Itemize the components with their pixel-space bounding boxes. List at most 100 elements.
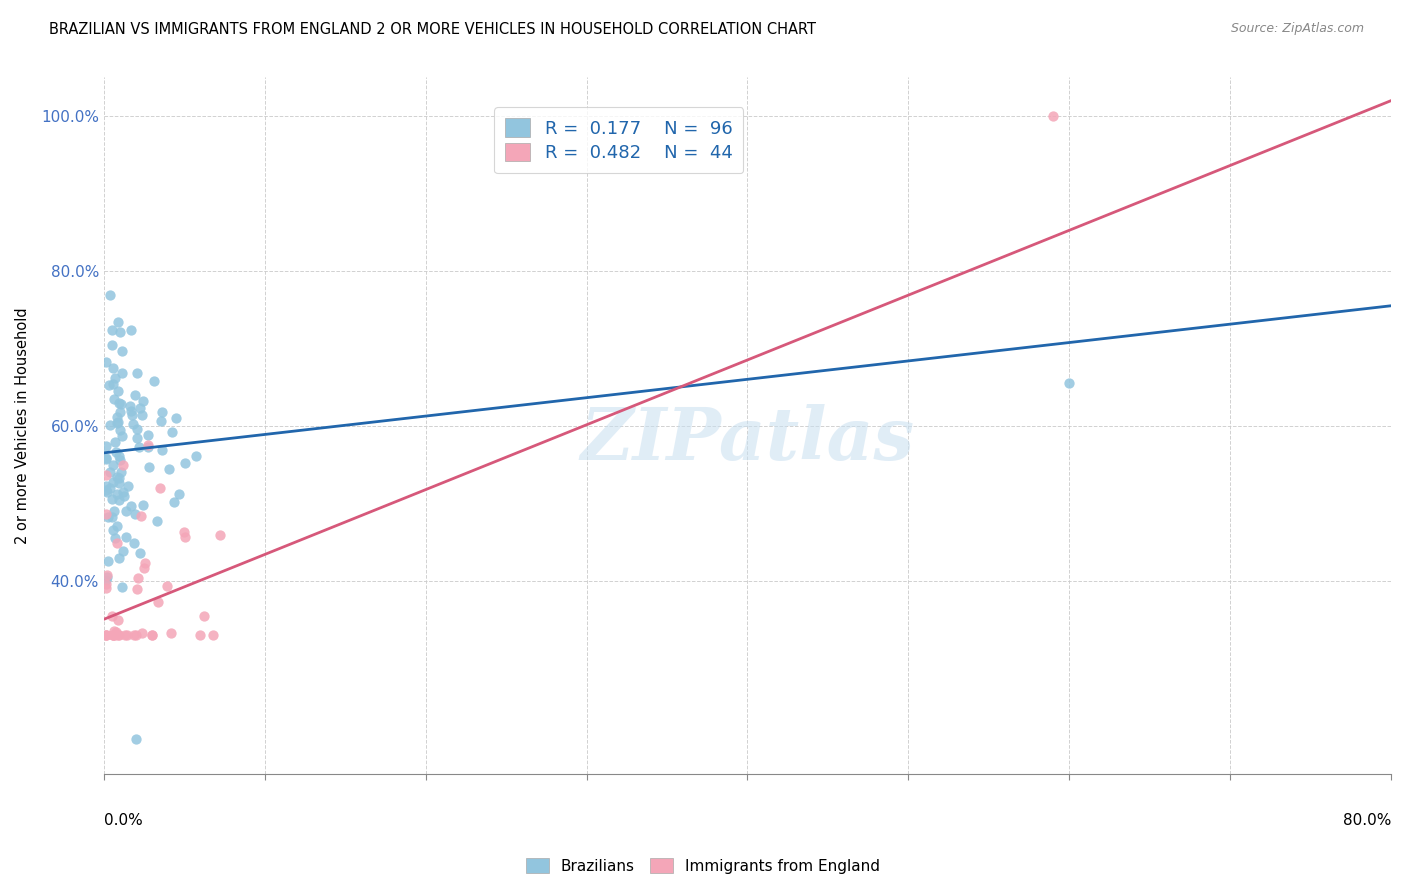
Point bbox=[96, 439, 118, 453]
Point bbox=[107, 315, 129, 329]
Point bbox=[122, 628, 145, 642]
Point bbox=[104, 445, 127, 459]
Point bbox=[124, 507, 146, 521]
Point bbox=[208, 527, 231, 541]
Point bbox=[111, 484, 134, 499]
Point bbox=[165, 411, 187, 425]
Point bbox=[96, 567, 118, 582]
Point bbox=[105, 416, 128, 430]
Point bbox=[118, 399, 141, 413]
Y-axis label: 2 or more Vehicles in Household: 2 or more Vehicles in Household bbox=[15, 308, 30, 544]
Point bbox=[94, 468, 117, 483]
Point bbox=[108, 453, 131, 467]
Point bbox=[94, 483, 117, 497]
Point bbox=[107, 415, 129, 429]
Point bbox=[101, 628, 124, 642]
Point bbox=[184, 449, 207, 463]
Point bbox=[96, 554, 118, 568]
Text: 80.0%: 80.0% bbox=[1343, 813, 1391, 828]
Point bbox=[173, 530, 195, 544]
Point bbox=[150, 405, 173, 419]
Point bbox=[108, 395, 131, 409]
Point bbox=[136, 428, 159, 442]
Point bbox=[94, 576, 117, 591]
Point bbox=[107, 628, 129, 642]
Point bbox=[97, 510, 120, 524]
Text: 0.0%: 0.0% bbox=[104, 813, 143, 828]
Point bbox=[107, 384, 129, 398]
Point bbox=[132, 394, 155, 409]
Point bbox=[167, 487, 190, 501]
Point bbox=[111, 580, 134, 594]
Point bbox=[101, 628, 124, 642]
Point bbox=[94, 574, 117, 588]
Point bbox=[100, 481, 122, 495]
Point bbox=[127, 570, 149, 584]
Point bbox=[173, 524, 195, 539]
Point bbox=[104, 628, 127, 642]
Point bbox=[1042, 109, 1064, 123]
Point bbox=[108, 492, 131, 507]
Point bbox=[112, 544, 135, 558]
Point bbox=[173, 456, 195, 470]
Point bbox=[136, 438, 159, 452]
Point bbox=[146, 595, 169, 609]
Point bbox=[105, 410, 128, 425]
Point bbox=[101, 510, 124, 524]
Point bbox=[193, 609, 215, 624]
Point bbox=[125, 582, 148, 596]
Point bbox=[101, 475, 124, 489]
Point bbox=[104, 531, 127, 545]
Point bbox=[125, 366, 148, 380]
Point bbox=[96, 485, 118, 500]
Text: BRAZILIAN VS IMMIGRANTS FROM ENGLAND 2 OR MORE VEHICLES IN HOUSEHOLD CORRELATION: BRAZILIAN VS IMMIGRANTS FROM ENGLAND 2 O… bbox=[49, 22, 817, 37]
Point bbox=[127, 431, 149, 445]
Point bbox=[105, 469, 128, 483]
Point bbox=[125, 628, 148, 642]
Point bbox=[163, 495, 186, 509]
Point bbox=[131, 626, 153, 640]
Point bbox=[105, 487, 128, 501]
Point bbox=[125, 422, 148, 436]
Point bbox=[122, 535, 145, 549]
Point bbox=[115, 503, 138, 517]
Point bbox=[94, 355, 117, 369]
Point bbox=[129, 546, 152, 560]
Point bbox=[101, 458, 124, 473]
Point bbox=[150, 443, 173, 458]
Point bbox=[94, 628, 117, 642]
Point bbox=[132, 498, 155, 512]
Point bbox=[149, 482, 172, 496]
Text: ZIPatlas: ZIPatlas bbox=[581, 404, 914, 475]
Point bbox=[141, 628, 163, 642]
Point bbox=[107, 471, 129, 485]
Point bbox=[121, 408, 143, 422]
Point bbox=[125, 732, 148, 747]
Point bbox=[94, 452, 117, 467]
Point bbox=[101, 609, 124, 624]
Point bbox=[188, 628, 211, 642]
Point bbox=[143, 374, 166, 388]
Point bbox=[128, 440, 150, 454]
Point bbox=[114, 628, 136, 642]
Point bbox=[159, 626, 181, 640]
Point bbox=[98, 417, 121, 432]
Point bbox=[94, 628, 117, 642]
Point bbox=[98, 287, 121, 301]
Point bbox=[129, 509, 152, 524]
Point bbox=[104, 371, 127, 385]
Point bbox=[94, 450, 117, 465]
Legend: Brazilians, Immigrants from England: Brazilians, Immigrants from England bbox=[520, 852, 886, 880]
Point bbox=[112, 458, 135, 472]
Point bbox=[103, 503, 125, 517]
Point bbox=[120, 500, 142, 514]
Point bbox=[101, 491, 124, 506]
Point bbox=[108, 475, 131, 490]
Point bbox=[94, 478, 117, 492]
Point bbox=[120, 323, 142, 337]
Point bbox=[108, 551, 131, 566]
Point bbox=[104, 435, 127, 450]
Point bbox=[105, 519, 128, 533]
Point bbox=[107, 613, 129, 627]
Point bbox=[97, 378, 120, 392]
